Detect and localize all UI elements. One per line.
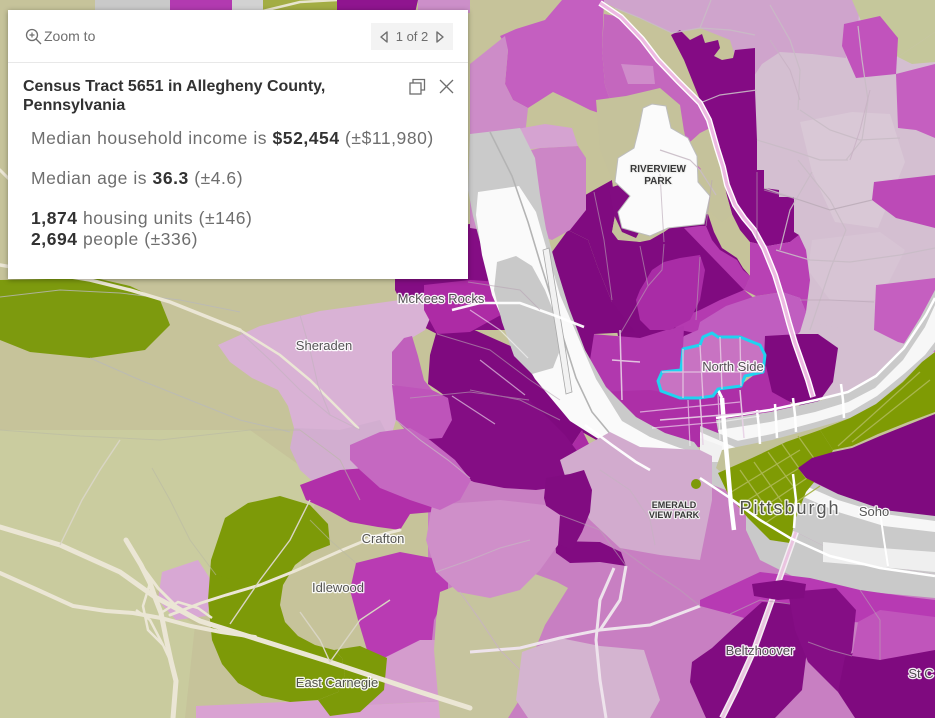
svg-text:EMERALD: EMERALD	[652, 500, 697, 510]
svg-text:North Side: North Side	[702, 359, 763, 374]
svg-text:Idlewood: Idlewood	[312, 580, 364, 595]
svg-text:RIVERVIEW: RIVERVIEW	[630, 164, 686, 175]
svg-text:Beltzhoover: Beltzhoover	[726, 643, 795, 658]
svg-text:East Carnegie: East Carnegie	[296, 675, 378, 690]
svg-text:St C: St C	[908, 666, 933, 681]
svg-text:VIEW PARK: VIEW PARK	[649, 510, 700, 520]
svg-text:Pittsburgh: Pittsburgh	[739, 498, 840, 518]
svg-text:PARK: PARK	[644, 176, 672, 187]
svg-text:Crafton: Crafton	[362, 531, 405, 546]
svg-text:McKees Rocks: McKees Rocks	[398, 291, 485, 306]
svg-text:Soho: Soho	[859, 504, 889, 519]
svg-text:Sheraden: Sheraden	[296, 338, 352, 353]
